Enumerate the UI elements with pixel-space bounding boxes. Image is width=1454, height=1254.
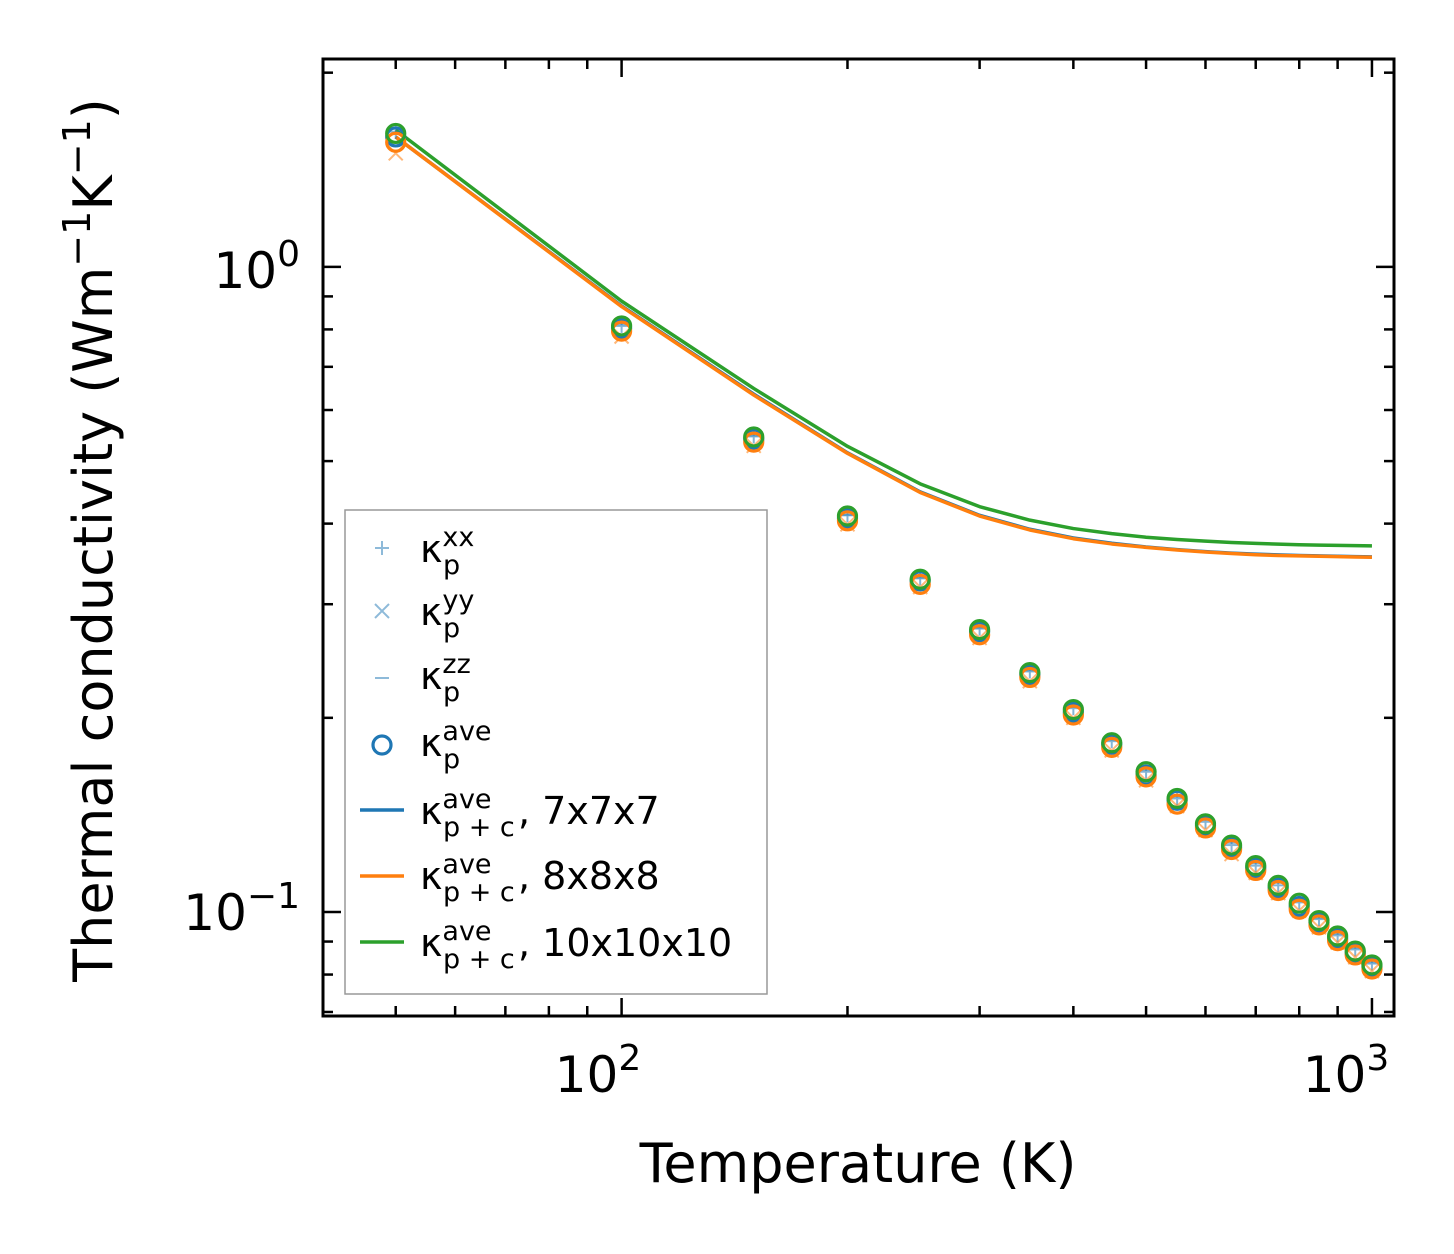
point-circle [1344, 940, 1366, 962]
point-circle [1288, 898, 1310, 920]
y-axis-label-end: ) [62, 98, 125, 119]
point-circle [1220, 834, 1243, 856]
legend-kpc7-sup: ave [442, 784, 491, 815]
legend-kpc10-sup: ave [442, 916, 491, 947]
point-circle [385, 122, 407, 145]
point-circle [1308, 909, 1330, 932]
legend-label-kpc-7: κave p + c [420, 784, 515, 843]
y-tick-1-base: 10 [213, 242, 277, 300]
legend-symbol-x [374, 603, 390, 619]
point-circle [969, 619, 991, 641]
point-circle [836, 505, 859, 527]
legend-kave-sub: p [443, 744, 460, 775]
point-circle [1267, 874, 1289, 896]
point-circle [1245, 855, 1267, 877]
y-axis-label-exp1: −1 [55, 211, 99, 267]
legend-label-kxx: κxx p [420, 522, 474, 581]
legend-label-kzz: κzz p [420, 649, 471, 708]
legend-label-kave: κave p [420, 716, 492, 775]
legend-kxx-kappa: κ [420, 527, 442, 571]
y-tick-0.1-base: 10 [183, 884, 247, 942]
legend-symbol-plus [375, 541, 389, 555]
axis-ticks [321, 59, 1394, 1016]
x-tick-label-1000: 103 [1303, 1038, 1390, 1104]
legend-kpc10-kappa: κ [420, 921, 442, 965]
legend-suffix-10: , 10x10x10 [518, 921, 732, 965]
point-circle [1166, 787, 1188, 810]
legend-kpc7-kappa: κ [420, 789, 442, 833]
legend-kpc8-sub: p + c [443, 877, 515, 908]
legend-kyy-sub: p [443, 613, 460, 644]
point-circle [1101, 732, 1123, 754]
legend-kzz-sup: zz [442, 649, 470, 680]
x-tick-1000-exp: 3 [1366, 1038, 1389, 1079]
legend-kxx-sub: p [443, 550, 460, 581]
legend-kyy-kappa: κ [420, 590, 442, 634]
legend-frame [344, 509, 768, 995]
point-circle [1166, 793, 1188, 815]
point-circle [385, 131, 407, 153]
legend-symbol-circle [371, 734, 393, 756]
point-circle [1062, 698, 1084, 721]
legend-kave-sup: ave [442, 716, 491, 747]
point-series-5 [385, 122, 1383, 976]
line-series-2 [394, 128, 1372, 548]
point-circle [1019, 662, 1041, 684]
x-axis-label: Temperature (K) [639, 1132, 1077, 1195]
y-axis-label-mid: K [62, 174, 125, 211]
legend-label-kpc-8: κave p + c [420, 849, 515, 908]
y-tick-label-1: 100 [213, 234, 300, 300]
y-axis-label: Thermal conductivity (Wm−1K−1) [55, 98, 125, 983]
y-tick-1-exp: 0 [277, 234, 300, 275]
point-circle [1135, 761, 1157, 783]
legend-symbol-x-b [374, 603, 390, 619]
y-tick-0.1-exp: −1 [247, 876, 300, 917]
point-circle [909, 568, 931, 590]
legend-symbols [360, 541, 404, 944]
y-axis-label-exp2: −1 [55, 119, 99, 175]
legend: κxx p κyy p κzz p κave p κave p + c , 7x7x7 κ… [344, 509, 768, 995]
axes-frame [321, 57, 1396, 1018]
point-circle [743, 426, 765, 448]
point-circle [1288, 892, 1310, 914]
legend-kpc7-sub: p + c [443, 812, 515, 843]
legend-kxx-sup: xx [442, 522, 474, 553]
legend-label-kyy: κyy p [420, 585, 474, 644]
point-circle [1361, 954, 1383, 976]
legend-kpc8-kappa: κ [420, 854, 442, 898]
point-circle [1327, 925, 1349, 947]
legend-suffix-8: , 8x8x8 [518, 854, 660, 898]
x-tick-1000-base: 10 [1303, 1046, 1367, 1104]
legend-kzz-kappa: κ [420, 654, 442, 698]
y-tick-label-0.1: 10−1 [183, 876, 300, 942]
legend-kpc8-sup: ave [442, 849, 491, 880]
legend-kave-kappa: κ [420, 721, 442, 765]
y-axis-label-base: Thermal conductivity (Wm [62, 267, 125, 983]
legend-kyy-sup: yy [442, 585, 474, 616]
x-tick-100-exp: 2 [618, 1038, 641, 1079]
legend-suffix-7: , 7x7x7 [518, 789, 660, 833]
legend-label-kpc-10: κave p + c [420, 916, 515, 975]
x-tick-label-100: 102 [555, 1038, 642, 1104]
legend-kzz-sub: p [443, 677, 460, 708]
line-series-1 [394, 135, 1372, 559]
plot-area [385, 122, 1383, 980]
point-circle [610, 315, 633, 337]
x-tick-100-base: 10 [555, 1046, 619, 1104]
point-circle [1194, 813, 1217, 835]
legend-kpc10-sub: p + c [443, 944, 515, 975]
